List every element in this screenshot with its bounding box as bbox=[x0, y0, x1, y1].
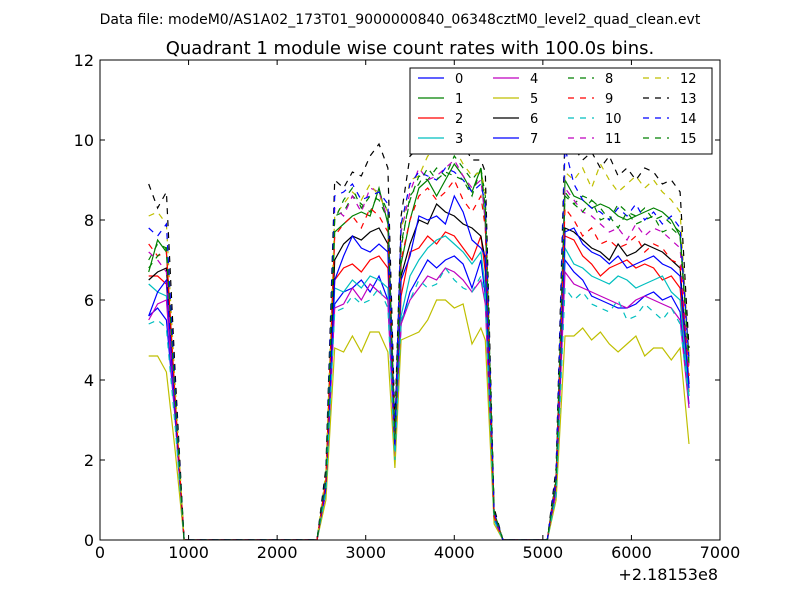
figure-suptitle: Data file: modeM0/AS1A02_173T01_90000008… bbox=[100, 12, 701, 28]
chart-title: Quadrant 1 module wise count rates with … bbox=[166, 38, 655, 59]
legend-item-10: 10 bbox=[568, 112, 622, 127]
legend-item-9: 9 bbox=[568, 92, 613, 107]
series-line-15 bbox=[148, 166, 690, 540]
series-line-10 bbox=[148, 266, 690, 540]
legend-item-2: 2 bbox=[418, 112, 463, 127]
legend-item-7: 7 bbox=[493, 132, 538, 147]
legend-label: 11 bbox=[605, 132, 622, 147]
legend-label: 5 bbox=[530, 92, 538, 107]
y-tick-label: 10 bbox=[74, 131, 94, 150]
x-tick-label: 4000 bbox=[434, 543, 475, 562]
series-line-7 bbox=[148, 194, 690, 540]
series-layer bbox=[148, 123, 690, 540]
legend-label: 10 bbox=[605, 112, 622, 127]
legend-item-6: 6 bbox=[493, 112, 538, 127]
legend-label: 12 bbox=[680, 72, 697, 87]
x-tick-label: 1000 bbox=[168, 543, 209, 562]
legend-label: 6 bbox=[530, 112, 538, 127]
legend-item-1: 1 bbox=[418, 92, 463, 107]
legend-label: 14 bbox=[680, 112, 697, 127]
legend-label: 3 bbox=[455, 132, 463, 147]
legend-item-15: 15 bbox=[643, 132, 697, 147]
legend-label: 4 bbox=[530, 72, 538, 87]
legend-item-0: 0 bbox=[418, 72, 463, 87]
x-tick-label: 2000 bbox=[257, 543, 298, 562]
legend-frame bbox=[409, 67, 713, 155]
x-tick-label: 5000 bbox=[522, 543, 563, 562]
legend-item-5: 5 bbox=[493, 92, 538, 107]
legend-item-11: 11 bbox=[568, 132, 622, 147]
legend-item-3: 3 bbox=[418, 132, 463, 147]
series-line-3 bbox=[148, 235, 690, 540]
legend-label: 2 bbox=[455, 112, 463, 127]
legend-label: 1 bbox=[455, 92, 463, 107]
y-tick-label: 8 bbox=[84, 211, 94, 230]
legend-item-4: 4 bbox=[493, 72, 538, 87]
series-line-1 bbox=[148, 162, 690, 540]
y-tick-label: 4 bbox=[84, 371, 94, 390]
legend-label: 0 bbox=[455, 72, 463, 87]
y-tick-label: 2 bbox=[84, 451, 94, 470]
x-tick-label: 0 bbox=[95, 543, 105, 562]
x-tick-label: 7000 bbox=[700, 543, 741, 562]
legend-item-13: 13 bbox=[643, 92, 697, 107]
legend-label: 15 bbox=[680, 132, 697, 147]
series-line-9 bbox=[148, 178, 690, 540]
legend-item-14: 14 bbox=[643, 112, 697, 127]
series-line-2 bbox=[148, 231, 690, 540]
x-tick-label: 3000 bbox=[345, 543, 386, 562]
x-offset-label: +2.18153e8 bbox=[618, 565, 718, 584]
y-tick-label: 0 bbox=[84, 531, 94, 550]
legend-label: 8 bbox=[605, 72, 613, 87]
legend-label: 7 bbox=[530, 132, 538, 147]
legend-label: 13 bbox=[680, 92, 697, 107]
series-line-6 bbox=[148, 202, 690, 540]
y-tick-label: 6 bbox=[84, 291, 94, 310]
x-tick-label: 6000 bbox=[611, 543, 652, 562]
series-line-12 bbox=[148, 134, 690, 540]
y-tick-label: 12 bbox=[74, 51, 94, 70]
series-line-5 bbox=[148, 299, 690, 540]
series-line-4 bbox=[148, 267, 690, 540]
legend-item-12: 12 bbox=[643, 72, 697, 87]
series-line-0 bbox=[148, 255, 690, 540]
series-line-8 bbox=[148, 154, 690, 540]
legend-label: 9 bbox=[605, 92, 613, 107]
legend-item-8: 8 bbox=[568, 72, 613, 87]
